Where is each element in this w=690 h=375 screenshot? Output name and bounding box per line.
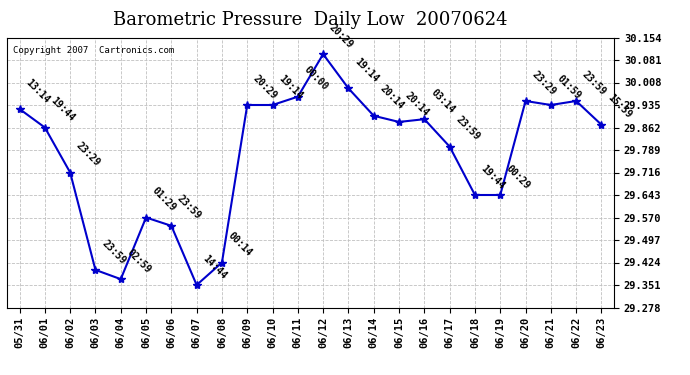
Text: 19:44: 19:44 bbox=[479, 163, 507, 191]
Text: 20:29: 20:29 bbox=[327, 22, 355, 50]
Text: 00:00: 00:00 bbox=[302, 64, 330, 93]
Text: 23:59: 23:59 bbox=[454, 115, 482, 142]
Text: 20:29: 20:29 bbox=[251, 73, 279, 101]
Text: 23:59: 23:59 bbox=[580, 69, 608, 97]
Text: 15:59: 15:59 bbox=[606, 93, 633, 120]
Text: Barometric Pressure  Daily Low  20070624: Barometric Pressure Daily Low 20070624 bbox=[113, 11, 508, 29]
Text: 19:14: 19:14 bbox=[277, 73, 304, 101]
Text: 02:59: 02:59 bbox=[125, 247, 152, 275]
Text: 23:29: 23:29 bbox=[530, 69, 558, 97]
Text: 03:14: 03:14 bbox=[428, 87, 456, 115]
Text: Copyright 2007  Cartronics.com: Copyright 2007 Cartronics.com bbox=[13, 46, 174, 55]
Text: 01:29: 01:29 bbox=[150, 186, 178, 213]
Text: 13:14: 13:14 bbox=[23, 77, 52, 105]
Text: 00:14: 00:14 bbox=[226, 231, 254, 258]
Text: 20:14: 20:14 bbox=[378, 84, 406, 112]
Text: 20:14: 20:14 bbox=[403, 90, 431, 118]
Text: 01:59: 01:59 bbox=[555, 73, 583, 101]
Text: 00:29: 00:29 bbox=[504, 163, 532, 191]
Text: 14:44: 14:44 bbox=[201, 253, 228, 281]
Text: 23:59: 23:59 bbox=[175, 194, 204, 222]
Text: 23:29: 23:29 bbox=[75, 141, 102, 168]
Text: 19:14: 19:14 bbox=[353, 56, 380, 84]
Text: 23:59: 23:59 bbox=[99, 238, 128, 266]
Text: 19:44: 19:44 bbox=[49, 96, 77, 123]
